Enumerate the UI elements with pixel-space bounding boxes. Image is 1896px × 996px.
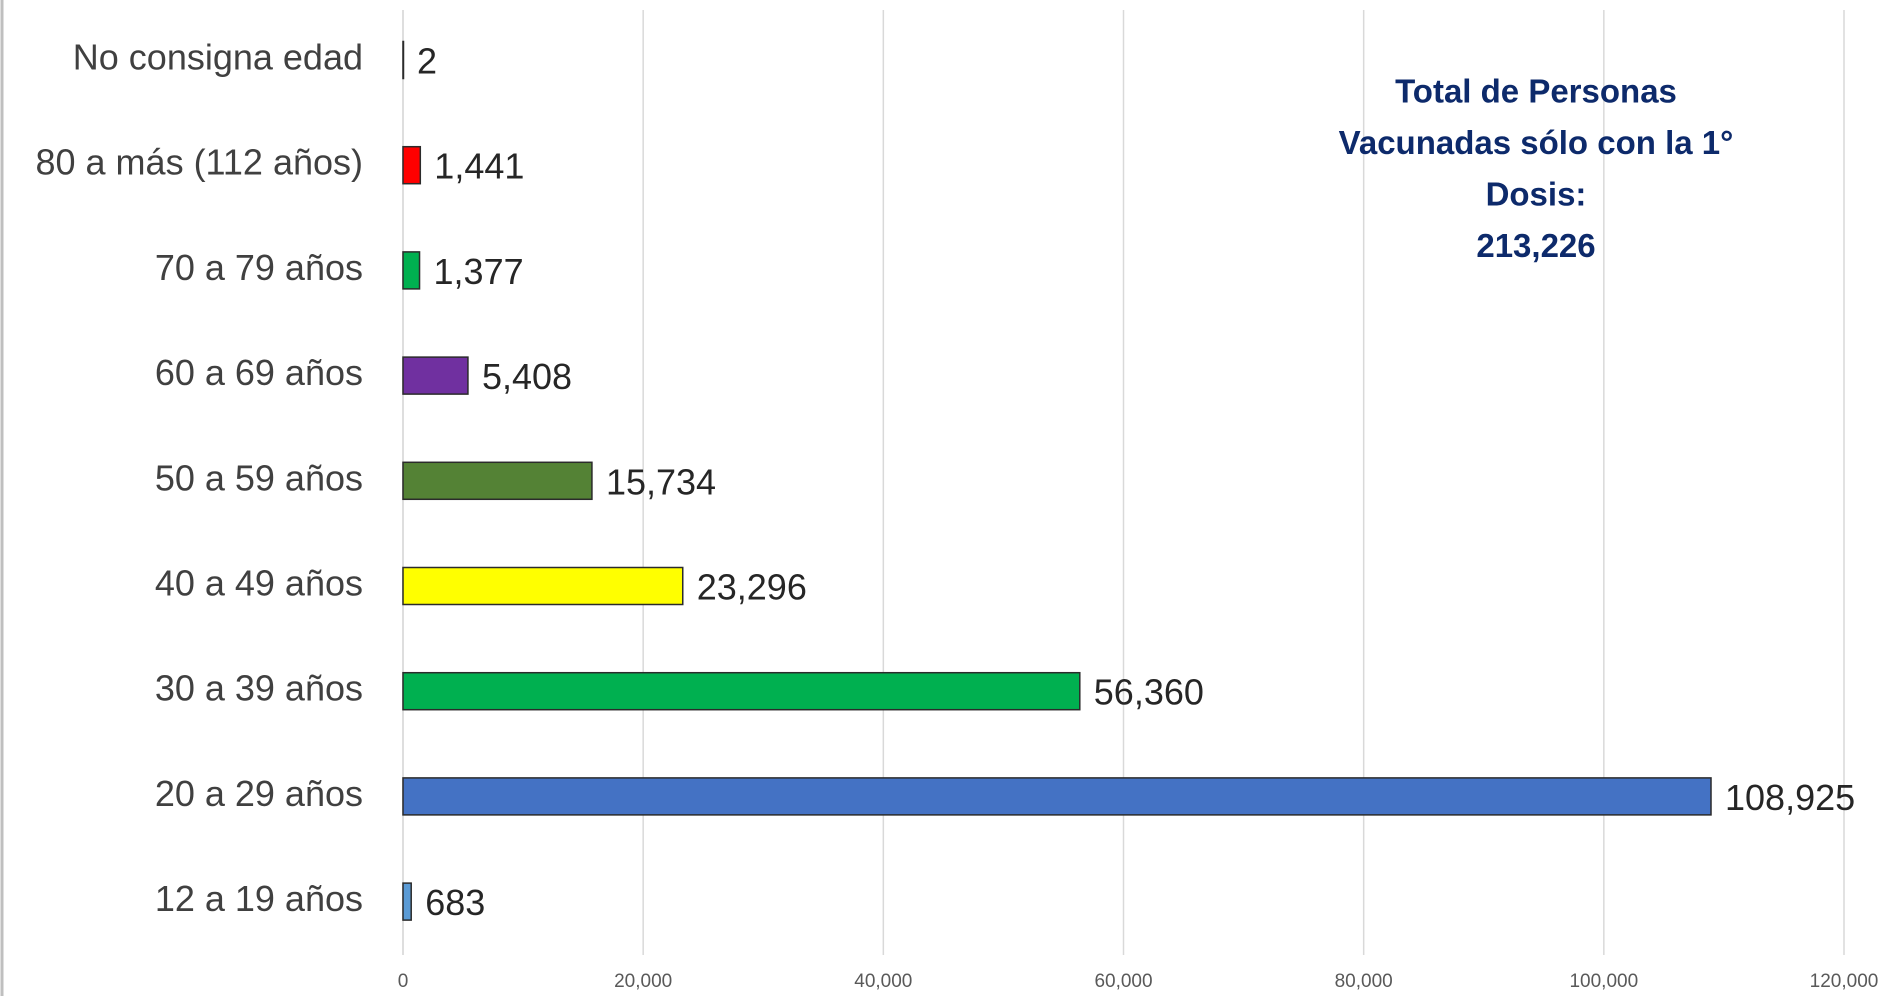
data-label: 23,296 — [697, 567, 807, 608]
x-tick-label: 0 — [398, 971, 409, 992]
bar — [402, 777, 1712, 816]
x-tick-label: 20,000 — [614, 971, 672, 992]
bar — [402, 40, 405, 80]
y-tick-label: No consigna edad — [73, 37, 363, 78]
y-tick-label: 20 a 29 años — [155, 773, 363, 814]
data-label: 1,441 — [434, 146, 524, 187]
y-tick-label: 30 a 39 años — [155, 668, 363, 709]
data-label: 2 — [417, 41, 437, 82]
bar — [402, 882, 412, 921]
annotation: 213,226 — [1476, 227, 1595, 264]
annotation: Vacunadas sólo con la 1° — [1339, 124, 1734, 161]
data-label: 1,377 — [434, 251, 524, 292]
bar — [402, 566, 684, 606]
data-label: 15,734 — [606, 461, 716, 502]
x-tick-label: 60,000 — [1094, 971, 1152, 992]
annotation: Dosis: — [1486, 176, 1587, 213]
data-label: 108,925 — [1725, 777, 1855, 818]
bar — [402, 671, 1081, 711]
y-tick-label: 12 a 19 años — [155, 878, 363, 919]
x-tick-label: 120,000 — [1810, 971, 1879, 992]
x-tick-label: 80,000 — [1335, 971, 1393, 992]
x-tick-label: 40,000 — [854, 971, 912, 992]
bar — [402, 461, 593, 501]
y-tick-label: 60 a 69 años — [155, 352, 363, 393]
data-label: 5,408 — [482, 356, 572, 397]
bar — [402, 251, 421, 290]
bar — [402, 145, 422, 185]
data-label: 56,360 — [1094, 672, 1204, 713]
y-tick-label: 80 a más (112 años) — [35, 142, 363, 183]
y-tick-label: 40 a 49 años — [155, 563, 363, 604]
x-tick-label: 100,000 — [1569, 971, 1638, 992]
annotation: Total de Personas — [1395, 73, 1677, 110]
y-tick-label: 50 a 59 años — [155, 457, 363, 498]
bar — [402, 356, 469, 395]
data-label: 683 — [425, 882, 485, 923]
y-tick-label: 70 a 79 años — [155, 247, 363, 288]
